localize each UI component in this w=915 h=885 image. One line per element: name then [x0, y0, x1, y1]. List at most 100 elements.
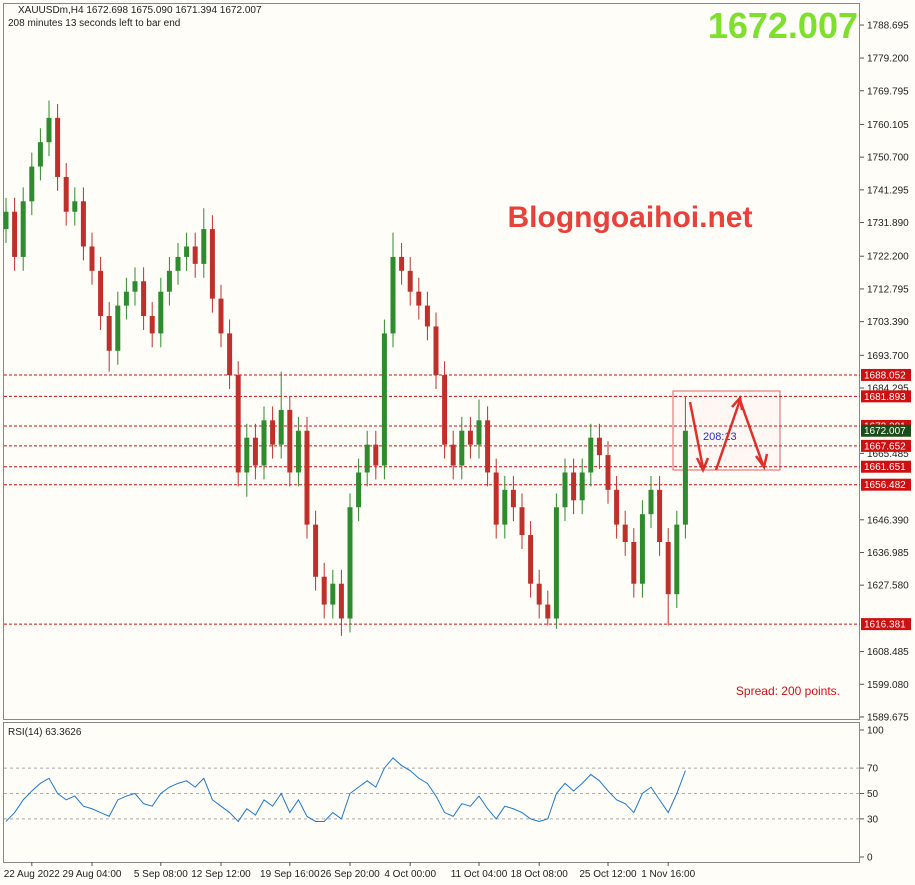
candle-body — [631, 541, 637, 584]
x-tick-label: 19 Sep 16:00 — [260, 869, 320, 880]
candle-body — [29, 166, 35, 202]
candle-body — [175, 256, 181, 271]
candle-body — [416, 291, 422, 306]
candle-body — [476, 420, 482, 445]
candle-body — [528, 535, 534, 584]
y-tick-label: 1665.485 — [867, 449, 909, 460]
candle-body — [657, 489, 663, 542]
candle-body — [381, 333, 387, 466]
candle-body — [192, 246, 198, 264]
candle-body — [562, 472, 568, 508]
rsi-tick-label: 30 — [867, 814, 879, 825]
y-tick-label: 1788.695 — [867, 21, 909, 32]
x-tick-label: 11 Oct 04:00 — [451, 869, 508, 880]
x-tick-label: 12 Sep 12:00 — [191, 869, 251, 880]
candle-body — [502, 489, 508, 525]
candle-body — [373, 444, 379, 466]
y-tick-label: 1769.795 — [867, 86, 909, 97]
candle-body — [493, 472, 499, 525]
rsi-tick-label: 0 — [867, 853, 873, 864]
candle-body — [571, 472, 577, 501]
x-tick-label: 25 Oct 12:00 — [579, 869, 637, 880]
spread-note: Spread: 200 points. — [736, 684, 840, 698]
price-pane — [3, 3, 860, 720]
rsi-title: RSI(14) 63.3626 — [8, 727, 82, 738]
candle-body — [674, 524, 680, 595]
candle-body — [149, 316, 155, 334]
candle-body — [55, 117, 61, 177]
candle-body — [80, 201, 86, 247]
candle-body — [270, 420, 276, 445]
candle-body — [304, 430, 310, 525]
candle-body — [201, 229, 207, 264]
current-price-big: 1672.007 — [708, 5, 858, 46]
candle-body — [295, 430, 301, 473]
candle-body — [106, 316, 112, 351]
candle-body — [459, 430, 465, 466]
candle-body — [588, 437, 594, 473]
candle-body — [682, 430, 688, 525]
candle-body — [510, 489, 516, 508]
candle-body — [579, 472, 585, 501]
y-tick-label: 1741.295 — [867, 185, 909, 196]
watermark: Blogngoaihoi.net — [508, 201, 753, 234]
level-label: 1667.652 — [864, 441, 906, 452]
arrow — [688, 401, 710, 474]
candle-body — [433, 326, 439, 376]
rsi-tick-label: 50 — [867, 789, 879, 800]
x-tick-label: 18 Oct 08:00 — [511, 869, 569, 880]
rsi-tick-label: 70 — [867, 764, 879, 775]
candle-body — [450, 444, 456, 466]
y-tick-label: 1731.890 — [867, 218, 909, 229]
candle-body — [209, 229, 215, 299]
box-note: 208:13 — [703, 431, 737, 443]
candle-body — [235, 375, 241, 473]
arrows — [688, 395, 769, 474]
candle-body — [536, 583, 542, 605]
candle-body — [390, 256, 396, 334]
candle-body — [424, 305, 430, 327]
current-price-label: 1672.007 — [864, 426, 906, 437]
y-tick-label: 1760.105 — [867, 120, 909, 131]
y-tick-label: 1636.985 — [867, 548, 909, 559]
y-tick-label: 1722.200 — [867, 252, 909, 263]
level-label: 1661.651 — [864, 462, 906, 473]
y-tick-label: 1703.390 — [867, 317, 909, 328]
candle-body — [166, 270, 172, 292]
y-tick-label: 1750.700 — [867, 153, 909, 164]
x-tick-label: 1 Nov 16:00 — [641, 869, 695, 880]
candle-body — [519, 507, 525, 536]
y-tick-label: 1712.795 — [867, 284, 909, 295]
x-tick-label: 26 Sep 20:00 — [320, 869, 380, 880]
candle-body — [12, 211, 18, 257]
candle-body — [338, 583, 344, 619]
candle-body — [287, 409, 293, 473]
candle-body — [356, 472, 362, 508]
candle-body — [639, 514, 645, 584]
y-tick-label: 1684.295 — [867, 384, 909, 395]
level-label: 1616.381 — [864, 620, 906, 631]
candle-body — [227, 333, 233, 376]
candle-body — [553, 507, 559, 619]
candle-body — [407, 270, 413, 292]
candle-body — [605, 455, 611, 490]
rsi-pane — [3, 722, 860, 863]
candle-body — [37, 142, 43, 167]
candle-body — [46, 117, 52, 143]
level-label-bg — [861, 460, 911, 473]
y-tick-label: 1646.390 — [867, 515, 909, 526]
rsi-line — [5, 757, 686, 823]
candle-body — [20, 201, 26, 257]
candle-body — [467, 430, 473, 445]
candle-body — [132, 281, 138, 292]
candle-body — [218, 298, 224, 334]
candle-body — [364, 444, 370, 473]
header: XAUUSDm,H4 1672.698 1675.090 1671.394 16… — [18, 5, 262, 16]
x-tick-label: 22 Aug 2022 — [4, 869, 61, 880]
candle-body — [399, 256, 405, 271]
candle-body — [98, 270, 104, 317]
candle-body — [321, 576, 327, 605]
candle-body — [63, 176, 69, 212]
